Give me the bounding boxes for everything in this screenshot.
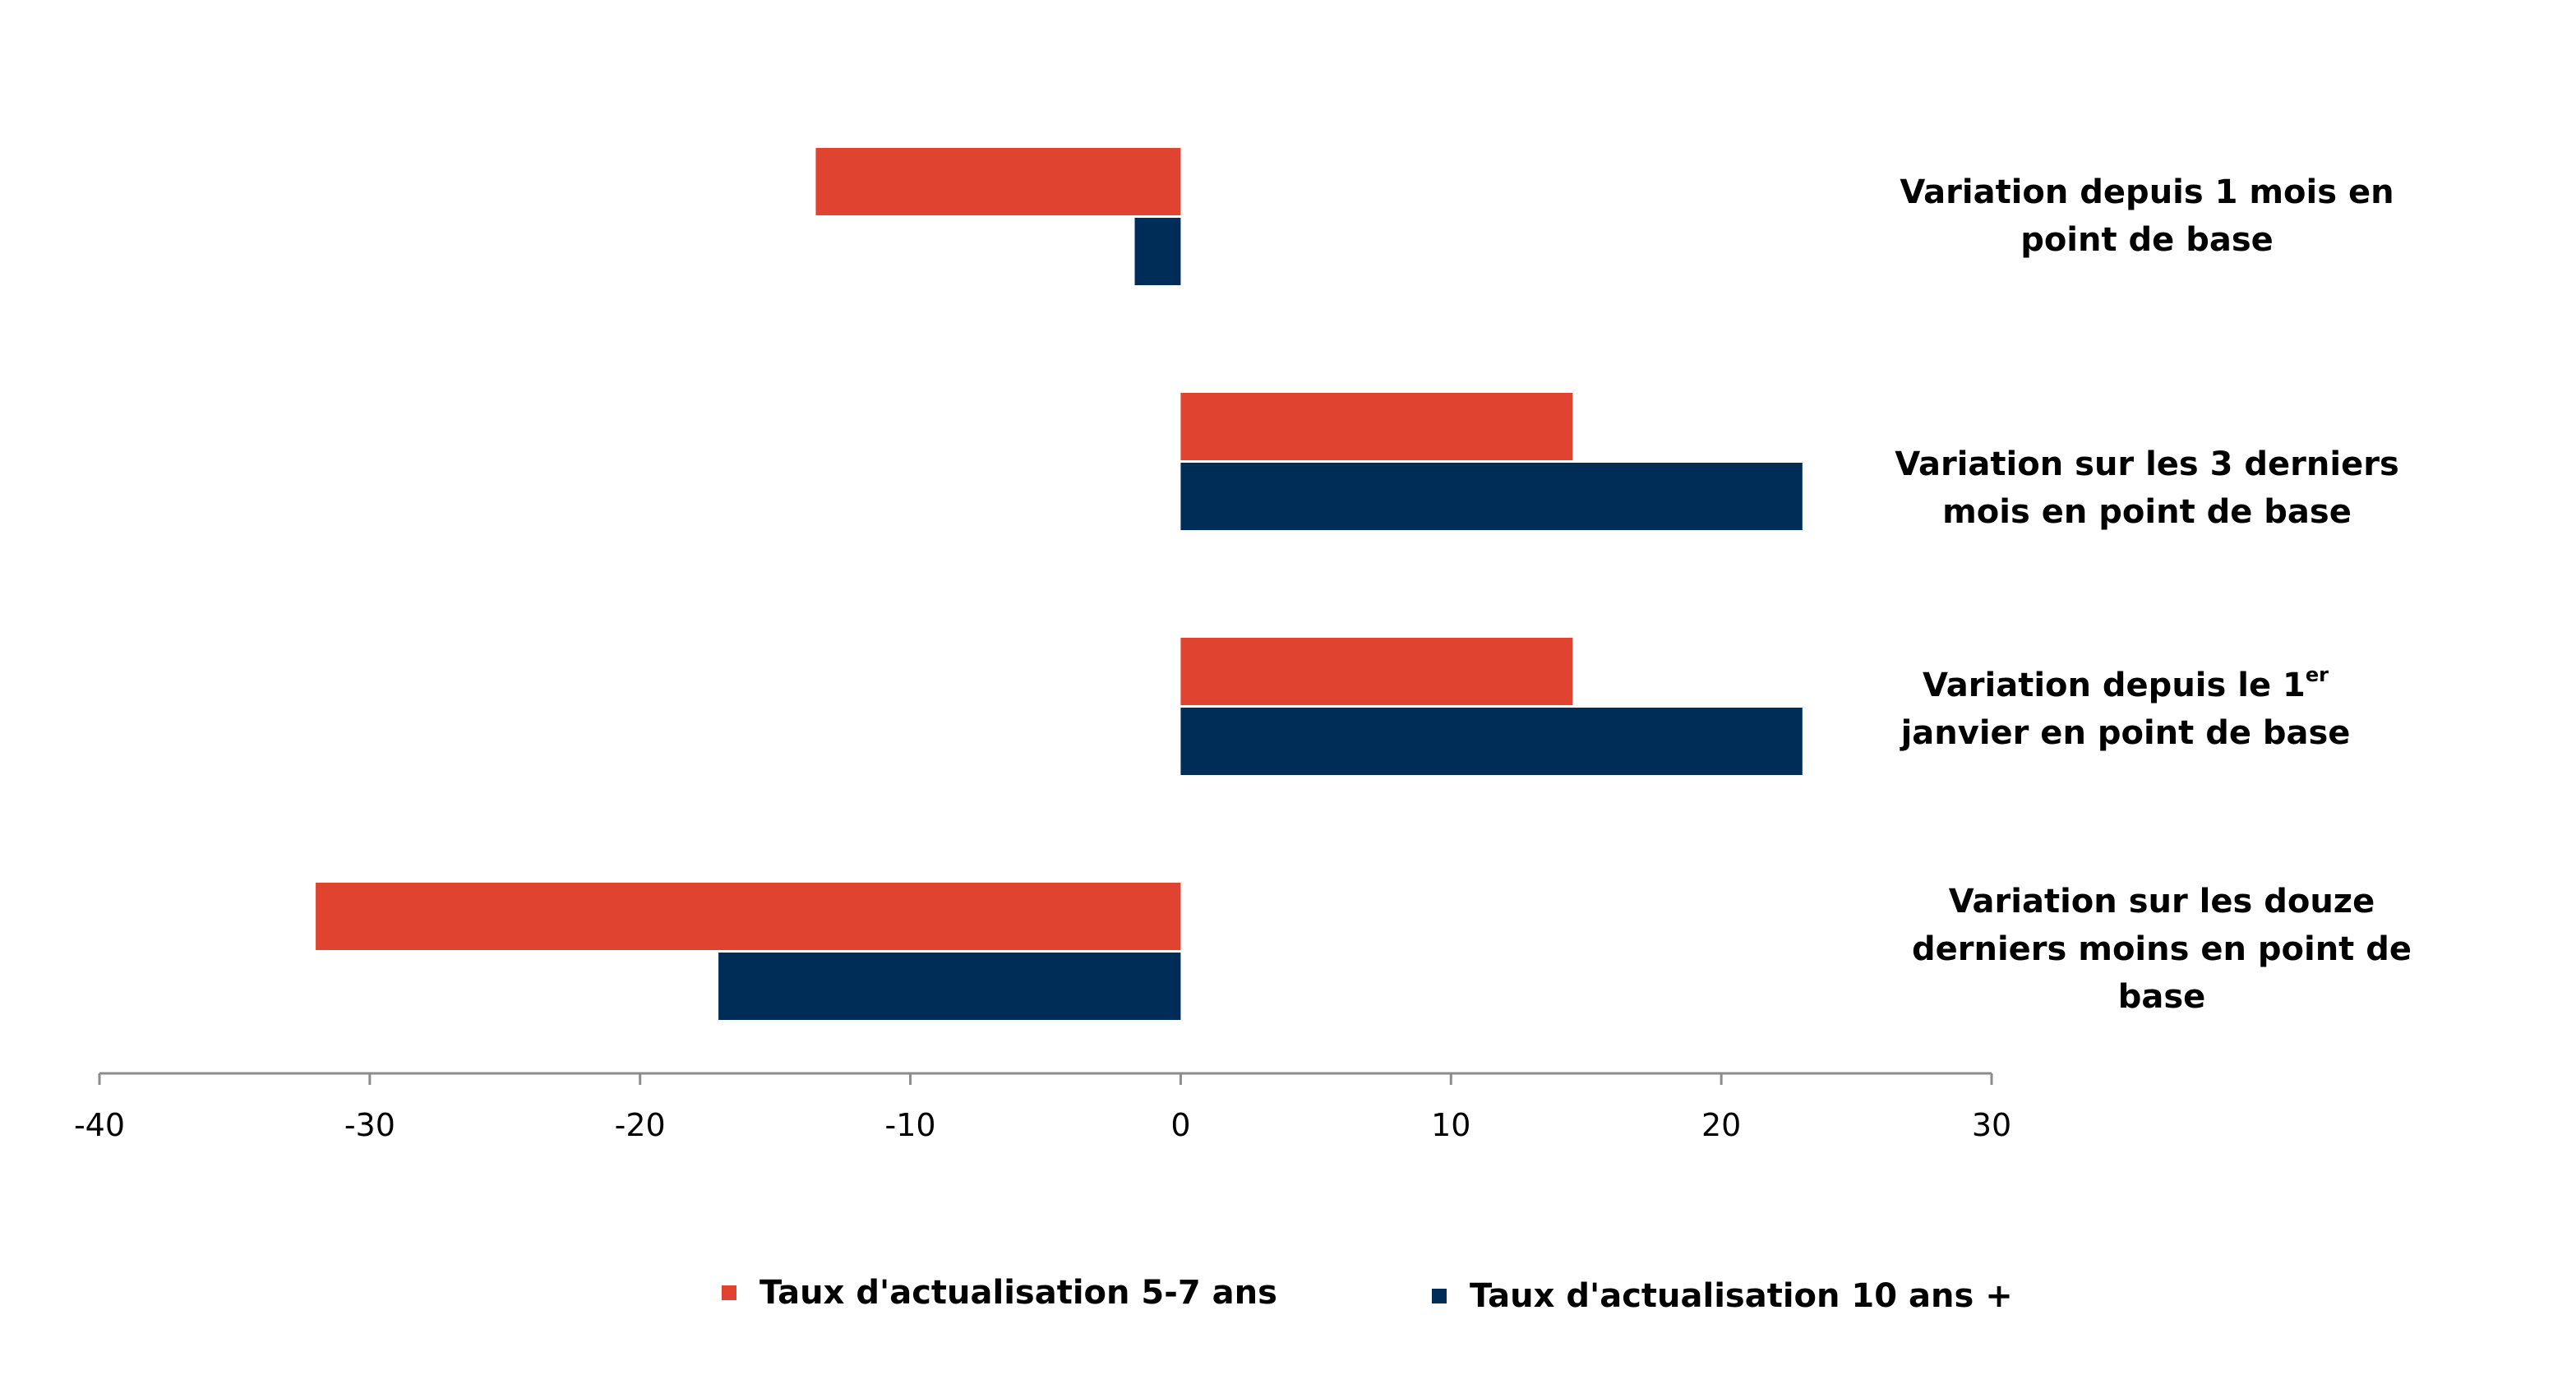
bar-cat4-series2 xyxy=(718,953,1181,1020)
category-label-2: Variation sur les 3 derniers mois en poi… xyxy=(1895,445,2399,531)
category-label-3: Variation depuis le 1er janvier en point… xyxy=(1900,663,2351,752)
x-tick-label: 10 xyxy=(1431,1107,1470,1143)
legend-swatch-navy xyxy=(1432,1289,1447,1303)
superscript-er: er xyxy=(2305,663,2329,686)
bars-layer xyxy=(316,148,1803,1020)
legend-label: Taux d'actualisation 5-7 ans xyxy=(759,1274,1277,1312)
bar-cat2-series1 xyxy=(1180,393,1573,460)
bar-cat2-series2 xyxy=(1180,463,1803,530)
bar-cat4-series1 xyxy=(316,883,1181,950)
category-label-4: Variation sur les douze derniers moins e… xyxy=(1912,883,2412,1016)
x-tick-label: 20 xyxy=(1701,1107,1741,1143)
bar-cat1-series2 xyxy=(1134,218,1181,285)
x-tick-label: -20 xyxy=(615,1107,666,1143)
bar-cat3-series1 xyxy=(1180,638,1573,705)
x-tick-label: 0 xyxy=(1170,1107,1190,1143)
bar-cat1-series1 xyxy=(815,148,1181,215)
x-tick-label: 30 xyxy=(1972,1107,2011,1143)
legend-swatch-red xyxy=(722,1285,736,1300)
x-axis: -40 -30 -20 -10 0 10 20 30 xyxy=(74,1072,2011,1143)
bar-cat3-series2 xyxy=(1180,708,1803,775)
legend-item-10-ans: Taux d'actualisation 10 ans + xyxy=(1432,1277,2013,1315)
x-tick-label: -30 xyxy=(344,1107,395,1143)
category-label-1: Variation depuis 1 mois en point de base xyxy=(1900,173,2394,259)
legend-item-5-7-ans: Taux d'actualisation 5-7 ans xyxy=(722,1274,1277,1312)
x-tick-label: -40 xyxy=(74,1107,125,1143)
legend-label: Taux d'actualisation 10 ans + xyxy=(1470,1277,2013,1315)
x-tick-label: -10 xyxy=(885,1107,936,1143)
